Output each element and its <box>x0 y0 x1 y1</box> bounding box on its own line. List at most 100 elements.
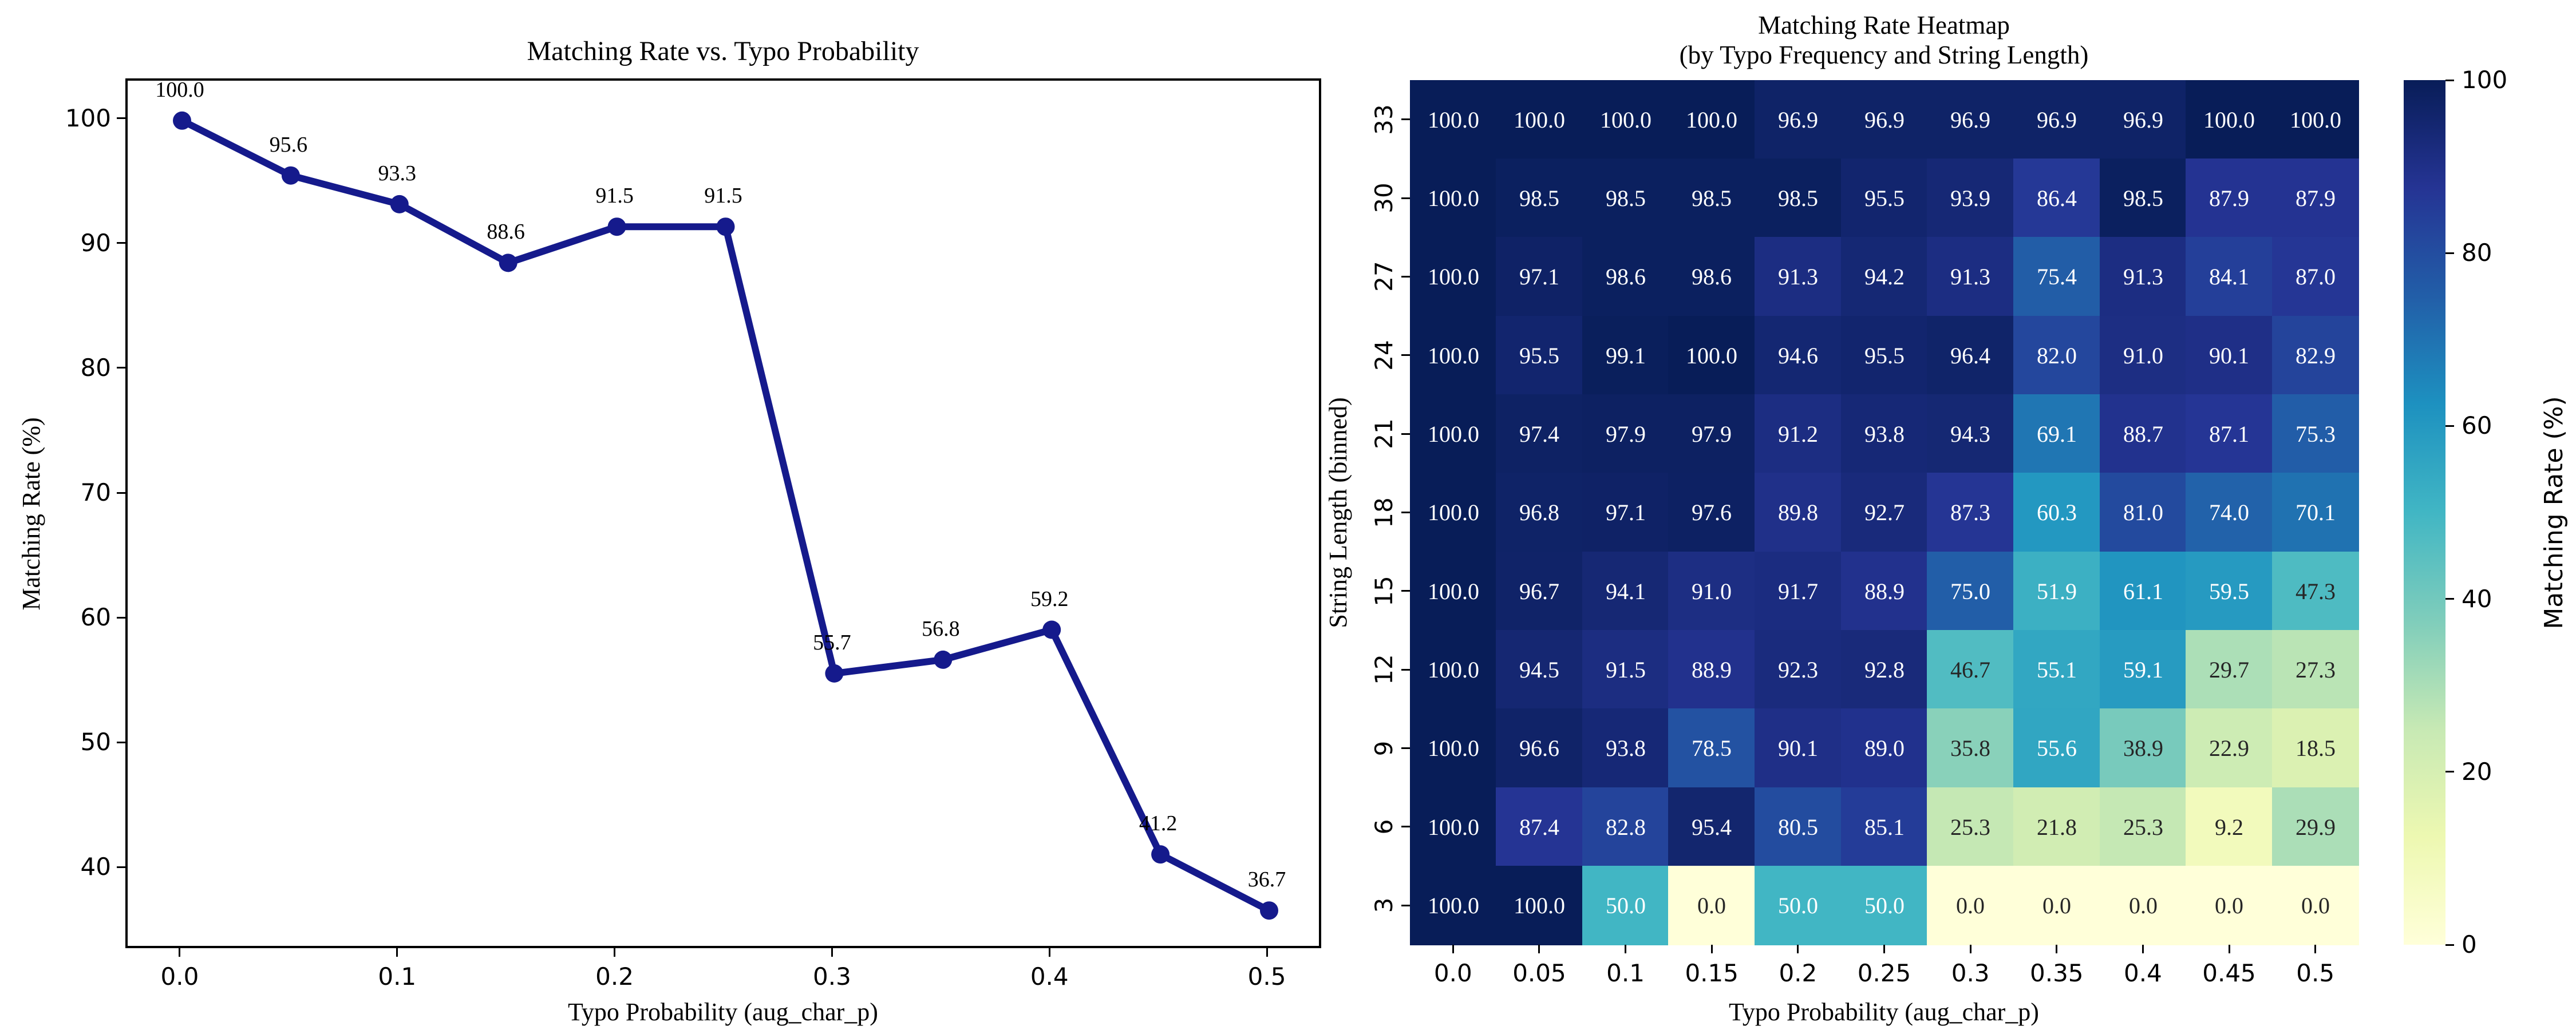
heatmap-col-tick-label: 0.15 <box>1685 959 1739 987</box>
heatmap-cell: 75.3 <box>2272 394 2359 474</box>
colorbar-tick-label: 60 <box>2462 411 2492 440</box>
heatmap-cell: 22.9 <box>2186 708 2273 788</box>
heatmap-cell: 100.0 <box>1410 237 1497 316</box>
heatmap-col-tick-label: 0.1 <box>1606 959 1645 987</box>
heatmap-cell: 95.5 <box>1841 159 1928 238</box>
heatmap-cell: 97.1 <box>1496 237 1583 316</box>
line-series <box>173 111 1278 920</box>
heatmap-grid: 100.0 100.0 100.0 100.0 96.9 96.9 96.9 96.9 96.9… <box>1410 80 2359 945</box>
heatmap-cell: 96.9 <box>2013 80 2100 160</box>
heatmap-cell: 0.0 <box>1668 866 1755 945</box>
heatmap-row-tick-mark <box>1401 747 1410 750</box>
colorbar-tick-mark <box>2445 771 2454 773</box>
heatmap-xlabel: Typo Probability (aug_char_p) <box>1729 998 2039 1026</box>
data-point-label: 100.0 <box>155 77 204 102</box>
heatmap-row-tick-mark <box>1401 668 1410 671</box>
heatmap-cell: 98.5 <box>2100 159 2187 238</box>
heatmap-col-tick-mark <box>1452 945 1454 953</box>
heatmap-col-tick-label: 0.2 <box>1779 959 1818 987</box>
line-chart-plot-area <box>125 78 1321 948</box>
heatmap-cell: 88.9 <box>1841 552 1928 631</box>
y-tick-label: 80 <box>80 353 111 382</box>
heatmap-col-tick-label: 0.25 <box>1857 959 1911 987</box>
data-point-label: 88.6 <box>487 220 525 244</box>
heatmap-cell: 91.7 <box>1755 552 1842 631</box>
heatmap-cell: 94.5 <box>1496 630 1583 710</box>
heatmap-cell: 47.3 <box>2272 552 2359 631</box>
data-point-label: 59.2 <box>1030 587 1069 611</box>
y-tick-mark <box>117 492 125 494</box>
x-tick-label: 0.1 <box>378 962 417 991</box>
data-point-label: 93.3 <box>378 161 417 185</box>
data-point-label: 55.7 <box>813 630 851 655</box>
heatmap-title-line2: (by Typo Frequency and String Length) <box>1679 41 2089 69</box>
colorbar-tick-label: 80 <box>2462 239 2492 267</box>
heatmap-row-tick-mark <box>1401 826 1410 828</box>
heatmap-cell: 27.3 <box>2272 630 2359 710</box>
heatmap-row-tick-mark <box>1401 354 1410 356</box>
line-chart-xlabel: Typo Probability (aug_char_p) <box>568 998 878 1026</box>
heatmap-col-tick-mark <box>1625 945 1627 953</box>
heatmap-cell: 50.0 <box>1841 866 1928 945</box>
heatmap-cell: 38.9 <box>2100 708 2187 788</box>
y-tick-label: 90 <box>80 228 111 257</box>
y-tick-label: 60 <box>80 603 111 632</box>
heatmap-cell: 94.6 <box>1755 316 1842 395</box>
heatmap-col-tick-mark <box>2142 945 2144 953</box>
heatmap-cell: 96.7 <box>1496 552 1583 631</box>
heatmap-cell: 95.5 <box>1841 316 1928 395</box>
heatmap-cell: 82.0 <box>2013 316 2100 395</box>
heatmap-cell: 91.2 <box>1755 394 1842 474</box>
heatmap-cell: 29.7 <box>2186 630 2273 710</box>
heatmap-cell: 91.0 <box>1668 552 1755 631</box>
heatmap-col-tick-mark <box>1710 945 1713 953</box>
colorbar-tick-mark <box>2445 252 2454 254</box>
heatmap-cell: 100.0 <box>1410 394 1497 474</box>
heatmap-cell: 100.0 <box>1410 708 1497 788</box>
colorbar-tick-mark <box>2445 598 2454 600</box>
heatmap-cell: 94.3 <box>1927 394 2014 474</box>
heatmap-cell: 89.0 <box>1841 708 1928 788</box>
data-point-label: 95.6 <box>269 132 308 157</box>
colorbar-tick-mark <box>2445 425 2454 427</box>
heatmap-cell: 87.9 <box>2186 159 2273 238</box>
heatmap-row-tick-label: 3 <box>1370 897 1398 913</box>
colorbar-tick-mark <box>2445 944 2454 946</box>
data-point-label: 36.7 <box>1247 867 1286 892</box>
heatmap-cell: 98.5 <box>1496 159 1583 238</box>
heatmap-cell: 91.3 <box>1927 237 2014 316</box>
heatmap-cell: 96.9 <box>1841 80 1928 160</box>
x-tick-mark <box>1048 948 1050 957</box>
heatmap-cell: 25.3 <box>2100 787 2187 867</box>
x-tick-label: 0.0 <box>160 962 199 991</box>
heatmap-cell: 92.3 <box>1755 630 1842 710</box>
heatmap-col-tick-label: 0.45 <box>2202 959 2256 987</box>
heatmap-cell: 18.5 <box>2272 708 2359 788</box>
y-tick-mark <box>117 367 125 369</box>
data-point-label: 41.2 <box>1139 811 1178 836</box>
heatmap-cell: 87.3 <box>1927 473 2014 552</box>
colorbar-tick-mark <box>2445 79 2454 81</box>
heatmap-cell: 96.9 <box>1927 80 2014 160</box>
heatmap-cell: 96.6 <box>1496 708 1583 788</box>
heatmap-cell: 98.6 <box>1582 237 1669 316</box>
colorbar-tick-label: 100 <box>2462 66 2508 94</box>
heatmap-cell: 98.5 <box>1582 159 1669 238</box>
heatmap-cell: 100.0 <box>1410 552 1497 631</box>
heatmap-cell: 0.0 <box>1927 866 2014 945</box>
heatmap-cell: 91.0 <box>2100 316 2187 395</box>
heatmap-cell: 91.3 <box>2100 237 2187 316</box>
heatmap-cell: 78.5 <box>1668 708 1755 788</box>
heatmap-col-tick-mark <box>2314 945 2317 953</box>
heatmap-col-tick-label: 0.35 <box>2030 959 2084 987</box>
heatmap-cell: 87.1 <box>2186 394 2273 474</box>
data-point-label: 91.5 <box>704 184 742 208</box>
heatmap-title-line1: Matching Rate Heatmap <box>1758 11 2010 39</box>
heatmap-col-tick-label: 0.4 <box>2124 959 2162 987</box>
x-tick-mark <box>831 948 833 957</box>
heatmap-cell: 89.8 <box>1755 473 1842 552</box>
heatmap-cell: 86.4 <box>2013 159 2100 238</box>
heatmap-cell: 95.4 <box>1668 787 1755 867</box>
heatmap-cell: 35.8 <box>1927 708 2014 788</box>
heatmap-col-tick-mark <box>2228 945 2230 953</box>
